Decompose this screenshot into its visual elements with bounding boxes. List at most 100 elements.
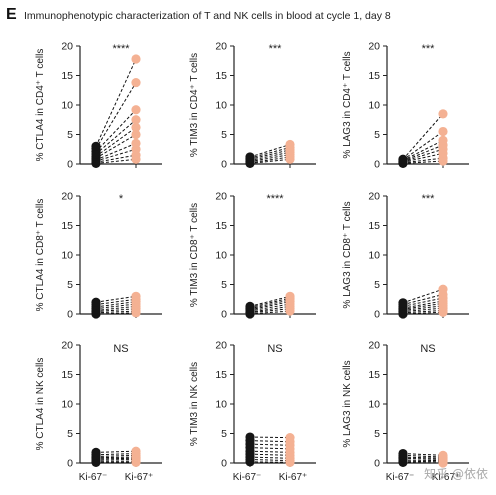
y-tick-label: 20 bbox=[61, 191, 73, 203]
y-tick-label: 0 bbox=[221, 458, 227, 470]
pair-line bbox=[249, 456, 291, 459]
pair-line bbox=[402, 157, 444, 164]
pair-line bbox=[95, 142, 137, 161]
point-ki67-pos bbox=[438, 284, 448, 294]
y-tick-label: 5 bbox=[374, 279, 380, 291]
point-ki67-pos bbox=[438, 109, 448, 119]
pair-line bbox=[402, 144, 444, 162]
pair-line bbox=[249, 301, 291, 311]
pair-line bbox=[249, 310, 291, 315]
pair-line bbox=[249, 154, 291, 163]
y-tick-label: 20 bbox=[61, 41, 73, 53]
significance-label: **** bbox=[266, 193, 284, 205]
y-tick-label: 0 bbox=[67, 159, 73, 171]
point-ki67-pos bbox=[285, 139, 295, 150]
y-tick-label: 0 bbox=[67, 458, 73, 470]
y-tick-label: 20 bbox=[368, 340, 380, 352]
pair-line bbox=[249, 158, 291, 164]
pair-line bbox=[95, 308, 137, 313]
y-tick-label: 5 bbox=[67, 279, 73, 291]
point-ki67-neg bbox=[245, 432, 255, 442]
pair-line bbox=[249, 156, 291, 164]
y-tick-label: 0 bbox=[221, 309, 227, 321]
point-ki67-pos bbox=[131, 105, 141, 115]
y-tick-label: 15 bbox=[368, 369, 380, 381]
pair-line bbox=[249, 144, 291, 158]
y-axis-label: % CTLA4 in NK cells bbox=[35, 358, 46, 451]
pair-line bbox=[249, 297, 291, 308]
point-ki67-pos bbox=[131, 54, 141, 64]
pair-line bbox=[402, 160, 444, 164]
y-tick-label: 20 bbox=[61, 340, 73, 352]
y-tick-label: 5 bbox=[221, 428, 227, 440]
pair-line bbox=[95, 82, 137, 149]
y-tick-label: 5 bbox=[221, 279, 227, 291]
y-tick-label: 15 bbox=[215, 369, 227, 381]
pair-line bbox=[95, 453, 137, 456]
y-tick-label: 15 bbox=[61, 70, 73, 82]
pair-line bbox=[95, 154, 137, 163]
point-ki67-pos bbox=[438, 450, 448, 460]
pair-line bbox=[402, 454, 444, 458]
pair-line bbox=[402, 297, 444, 307]
chart-panel-1: 0 5 10 15 20 % CTLA4 in CD4⁺ T cells **** bbox=[35, 41, 162, 171]
y-axis-label: % LAG3 in CD8⁺ T cells bbox=[342, 201, 353, 308]
point-ki67-neg bbox=[91, 447, 101, 457]
pair-line bbox=[95, 312, 137, 315]
pair-line bbox=[95, 134, 137, 159]
pair-line bbox=[402, 456, 444, 459]
pair-line bbox=[402, 461, 444, 464]
y-tick-label: 10 bbox=[368, 399, 380, 411]
pair-line bbox=[249, 303, 291, 312]
pair-line bbox=[402, 453, 444, 456]
y-axis-label: % LAG3 in CD4⁺ T cells bbox=[342, 51, 353, 158]
point-ki67-pos bbox=[438, 135, 448, 145]
y-tick-label: 10 bbox=[368, 250, 380, 262]
pair-line bbox=[95, 303, 137, 310]
y-tick-label: 10 bbox=[215, 100, 227, 112]
x-category-label: Ki-67⁻ bbox=[79, 472, 108, 483]
y-tick-label: 10 bbox=[215, 399, 227, 411]
y-axis-label: % TIM3 in NK cells bbox=[189, 362, 200, 446]
point-ki67-neg bbox=[91, 297, 101, 307]
significance-label: **** bbox=[112, 43, 130, 55]
pair-line bbox=[95, 298, 137, 306]
y-axis-label: % LAG3 in NK cells bbox=[342, 360, 353, 447]
point-ki67-neg bbox=[398, 448, 408, 459]
pair-line bbox=[95, 127, 137, 157]
point-ki67-neg bbox=[245, 152, 255, 162]
y-tick-label: 5 bbox=[221, 129, 227, 141]
y-tick-label: 10 bbox=[61, 399, 73, 411]
significance-label: NS bbox=[113, 343, 128, 355]
significance-label: NS bbox=[420, 343, 435, 355]
significance-label: *** bbox=[422, 43, 436, 55]
significance-label: *** bbox=[422, 193, 436, 205]
pair-line bbox=[402, 288, 444, 304]
pair-line bbox=[402, 305, 444, 311]
pair-line bbox=[249, 447, 291, 450]
y-tick-label: 5 bbox=[67, 129, 73, 141]
point-ki67-neg bbox=[245, 301, 255, 311]
point-ki67-pos bbox=[131, 77, 141, 88]
pair-line bbox=[95, 310, 137, 314]
y-tick-label: 10 bbox=[61, 100, 73, 112]
chart-panel-9: 0 5 10 15 20 % LAG3 in NK cells NS Ki-67⁻ Ki-67⁺ bbox=[342, 340, 469, 483]
chart-panel-4: 0 5 10 15 20 % CTLA4 in CD8⁺ T cells * bbox=[35, 191, 162, 321]
pair-line bbox=[402, 311, 444, 315]
y-tick-label: 15 bbox=[368, 220, 380, 232]
pair-line bbox=[95, 301, 137, 308]
pair-line bbox=[249, 461, 291, 463]
y-tick-label: 5 bbox=[374, 428, 380, 440]
point-ki67-pos bbox=[131, 129, 141, 140]
pair-line bbox=[95, 458, 137, 461]
pair-line bbox=[95, 148, 137, 162]
y-tick-label: 5 bbox=[67, 428, 73, 440]
chart-panel-7: 0 5 10 15 20 % CTLA4 in NK cells NS Ki-67⁻ Ki-67… bbox=[35, 340, 162, 483]
pair-line bbox=[95, 450, 137, 453]
x-category-label: Ki-67⁻ bbox=[386, 472, 415, 483]
chart-panel-2: 0 5 10 15 20 % TIM3 in CD4⁺ T cells *** bbox=[189, 41, 316, 171]
y-tick-label: 0 bbox=[67, 309, 73, 321]
point-ki67-pos bbox=[131, 291, 141, 301]
